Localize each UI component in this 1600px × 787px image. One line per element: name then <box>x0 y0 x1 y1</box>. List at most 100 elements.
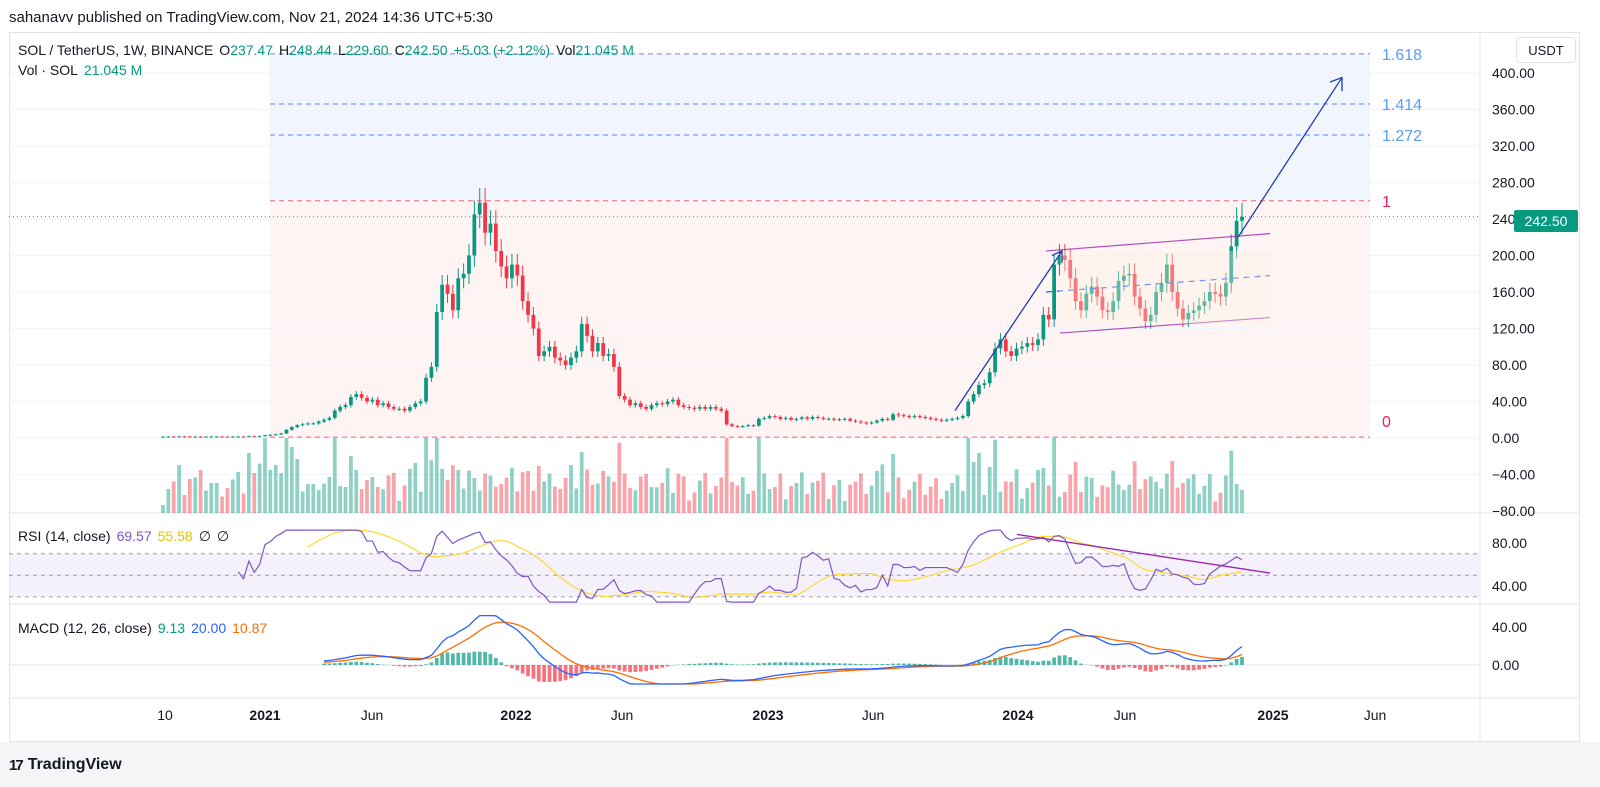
candle-body <box>268 434 273 436</box>
chart-canvas[interactable]: 400.00360.00320.00280.00240.00200.00160.… <box>0 0 1600 742</box>
volume-bar <box>1197 493 1201 513</box>
macd-histogram-bar <box>510 665 514 669</box>
volume-indicator-value: 21.045 M <box>83 62 143 78</box>
volume-bar <box>853 481 858 513</box>
rsi-empty-1: ∅ <box>198 528 211 544</box>
volume-bar <box>504 477 509 513</box>
symbol-label[interactable]: SOL / TetherUS, 1W, BINANCE <box>18 42 214 58</box>
macd-histogram-bar <box>536 665 541 682</box>
macd-histogram-bar <box>724 663 729 665</box>
volume-bar <box>858 473 863 513</box>
candle-body <box>595 343 600 352</box>
candle-body <box>821 417 826 419</box>
candle-body <box>719 408 724 411</box>
volume-bar <box>622 473 627 513</box>
macd-histogram-bar <box>858 664 863 665</box>
volume-bar <box>601 470 606 513</box>
macd-histogram-bar <box>1170 665 1175 668</box>
macd-line <box>323 614 1243 685</box>
price-tick-label: 120.00 <box>1492 321 1535 337</box>
volume-bar <box>789 486 793 513</box>
candle-body <box>456 278 461 311</box>
volume-bar <box>1159 488 1164 513</box>
candle-body <box>810 417 815 419</box>
volume-legend: Vol · SOL 21.045 M <box>18 61 148 79</box>
macd-histogram-bar <box>322 663 326 665</box>
tradingview-logo[interactable]: 17 TradingView <box>9 756 122 774</box>
candle-body <box>327 417 332 420</box>
volume-bar <box>349 456 353 513</box>
volume-bar <box>236 472 241 513</box>
volume-bar <box>354 470 359 513</box>
volume-bar <box>279 473 283 513</box>
volume-bar <box>950 483 954 513</box>
volume-bar <box>1191 474 1196 513</box>
candle-body <box>1009 351 1014 356</box>
macd-histogram-bar <box>746 664 751 665</box>
macd-histogram-bar <box>1234 658 1239 665</box>
close-label: C <box>394 42 405 58</box>
rsi-ma-value: 55.58 <box>157 528 193 544</box>
candle-body <box>1218 293 1223 297</box>
candle-body <box>998 339 1003 349</box>
candle-body <box>1175 292 1180 309</box>
volume-bar <box>1229 450 1234 513</box>
macd-histogram-bar <box>418 665 423 667</box>
volume-bar <box>730 482 734 513</box>
currency-button[interactable]: USDT <box>1516 37 1576 63</box>
price-tick-label: 400.00 <box>1492 65 1535 81</box>
macd-histogram-bar <box>493 658 498 665</box>
candle-body <box>182 436 187 438</box>
volume-bar <box>644 473 649 513</box>
volume-bar <box>526 471 530 513</box>
candle-body <box>526 301 530 315</box>
macd-histogram-bar <box>665 665 670 667</box>
volume-bar <box>971 462 976 513</box>
candle-body <box>289 427 294 430</box>
fib-level-label: 1 <box>1382 194 1391 211</box>
candle-body <box>1014 348 1019 356</box>
macd-histogram-bar <box>1100 665 1105 669</box>
macd-label[interactable]: MACD (12, 26, close) <box>18 620 152 636</box>
candle-body <box>816 417 820 419</box>
time-tick-label: 2024 <box>1002 707 1033 723</box>
macd-histogram-bar <box>1041 660 1046 665</box>
volume-bar <box>306 484 310 513</box>
candle-body <box>1084 293 1089 311</box>
candle-body <box>472 214 477 256</box>
macd-histogram-bar <box>542 665 547 683</box>
channel-mid-line <box>1045 274 1271 293</box>
volume-bar <box>552 486 557 513</box>
macd-histogram-bar <box>799 662 804 665</box>
volume-bar <box>343 486 348 513</box>
candle-body <box>585 323 589 336</box>
macd-histogram-bar <box>714 662 718 665</box>
candle-body <box>939 419 944 421</box>
price-tick-label: 80.00 <box>1492 357 1527 373</box>
rsi-label[interactable]: RSI (14, close) <box>18 528 111 544</box>
volume-bar <box>977 453 981 513</box>
candle-body <box>1089 286 1094 294</box>
volume-bar <box>708 493 713 513</box>
macd-histogram-bar <box>832 663 836 665</box>
volume-indicator-label[interactable]: Vol · SOL <box>18 62 78 78</box>
macd-histogram-bar <box>552 665 557 682</box>
volume-bar <box>284 438 289 513</box>
macd-histogram-bar <box>359 662 364 665</box>
last-price-tag: 242.50 <box>1514 210 1578 232</box>
volume-bar <box>515 491 520 513</box>
vol-value: 21.045 M <box>575 42 634 58</box>
volume-bar <box>960 491 965 513</box>
volume-bar <box>1105 487 1110 513</box>
volume-bar <box>327 477 332 513</box>
candle-body <box>773 416 777 418</box>
candle-body <box>783 417 788 419</box>
macd-histogram-bar <box>391 665 396 666</box>
volume-bar <box>885 492 890 513</box>
macd-tick-label: 40.00 <box>1492 619 1527 635</box>
candle-body <box>434 312 439 367</box>
macd-histogram-bar <box>520 665 525 674</box>
macd-histogram-bar <box>429 662 434 665</box>
macd-histogram-bar <box>1095 665 1099 667</box>
candle-body <box>187 436 192 438</box>
